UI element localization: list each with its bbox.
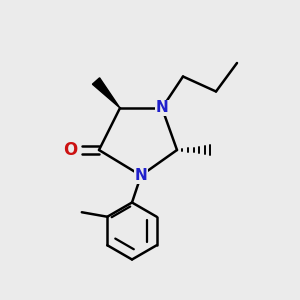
Text: N: N <box>156 100 168 116</box>
Polygon shape <box>92 78 120 108</box>
Text: N: N <box>135 168 147 183</box>
Text: O: O <box>63 141 78 159</box>
